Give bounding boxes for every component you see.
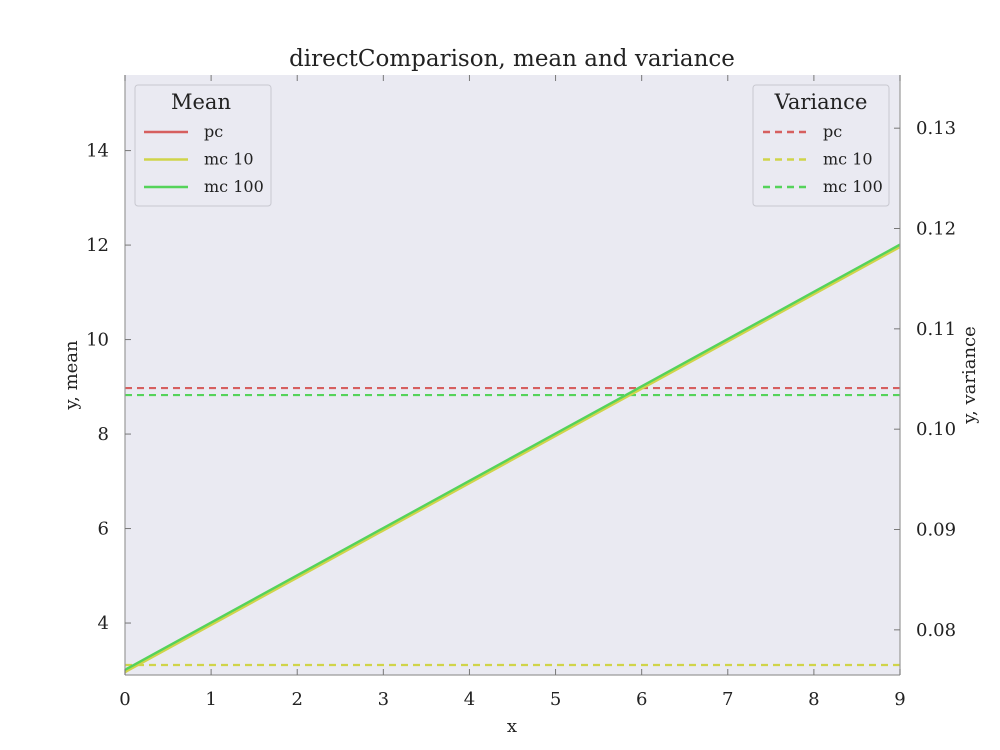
x-tick-label: 6 bbox=[636, 689, 647, 710]
y-tick-label-right: 0.08 bbox=[916, 620, 956, 641]
y-tick-label-left: 8 bbox=[98, 424, 109, 445]
legend-mean-label-mc-10: mc 10 bbox=[204, 150, 254, 169]
y-tick-label-left: 10 bbox=[86, 330, 109, 351]
plot-frame bbox=[124, 75, 901, 676]
legend-variance-label-mc-100: mc 100 bbox=[823, 177, 883, 196]
mean-line-mc-100 bbox=[125, 243, 900, 671]
x-axis-label: x bbox=[507, 716, 517, 737]
x-tick-label: 7 bbox=[722, 689, 733, 710]
chart-title: directComparison, mean and variance bbox=[289, 46, 735, 72]
y-tick-label-right: 0.10 bbox=[916, 419, 956, 440]
legend-variance-title: Variance bbox=[774, 90, 868, 114]
plot-marks bbox=[125, 243, 900, 674]
y-tick-label-right: 0.09 bbox=[916, 520, 956, 541]
y-tick-label-right: 0.11 bbox=[916, 319, 956, 340]
y-tick-label-right: 0.13 bbox=[916, 118, 956, 139]
legend-mean-label-mc-100: mc 100 bbox=[204, 177, 264, 196]
legend-mean-title: Mean bbox=[171, 90, 231, 114]
legend-mean: Mean pc mc 10 mc 100 bbox=[134, 84, 272, 207]
y-axis-label-left: y, mean bbox=[61, 340, 82, 411]
axis-ticks: 0 1 2 3 4 5 6 7 8 94681012140.080.090.100.110.120… bbox=[86, 75, 956, 710]
x-tick-label: 4 bbox=[464, 689, 475, 710]
y-tick-label-left: 6 bbox=[98, 519, 109, 540]
x-tick-label: 0 bbox=[119, 689, 130, 710]
legend-mean-label-pc: pc bbox=[204, 122, 223, 141]
y-axis-label-right: y, variance bbox=[959, 326, 980, 425]
y-tick-label-right: 0.12 bbox=[916, 219, 956, 240]
y-tick-label-left: 14 bbox=[86, 141, 109, 162]
mean-line-mc-10 bbox=[125, 245, 900, 674]
x-tick-label: 1 bbox=[205, 689, 216, 710]
x-tick-label: 3 bbox=[378, 689, 389, 710]
x-tick-label: 2 bbox=[291, 689, 302, 710]
legend-variance-label-pc: pc bbox=[823, 122, 842, 141]
x-tick-label: 8 bbox=[808, 689, 819, 710]
legend-variance-label-mc-10: mc 10 bbox=[823, 150, 873, 169]
y-tick-label-left: 4 bbox=[98, 613, 109, 634]
y-tick-label-left: 12 bbox=[86, 235, 109, 256]
x-tick-label: 5 bbox=[550, 689, 561, 710]
x-tick-label: 9 bbox=[894, 689, 905, 710]
legend-variance: Variance pc mc 10 mc 100 bbox=[752, 84, 890, 207]
